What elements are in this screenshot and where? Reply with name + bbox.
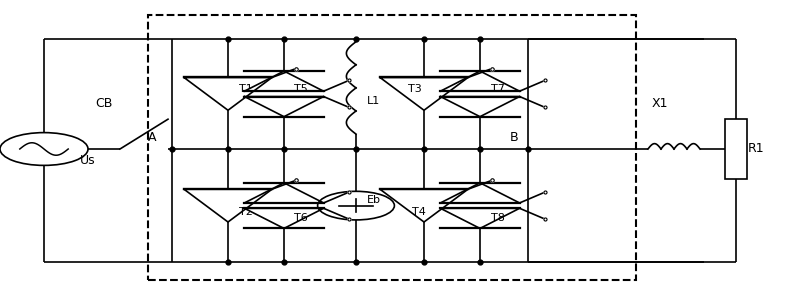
- Polygon shape: [184, 77, 272, 110]
- Polygon shape: [440, 208, 520, 228]
- Polygon shape: [440, 97, 520, 117]
- Text: Eb: Eb: [366, 195, 381, 205]
- Polygon shape: [440, 71, 520, 91]
- Polygon shape: [245, 183, 323, 203]
- Text: A: A: [147, 131, 156, 144]
- Text: CB: CB: [95, 97, 113, 110]
- Polygon shape: [184, 189, 272, 222]
- Text: T6: T6: [294, 212, 307, 223]
- Polygon shape: [440, 183, 520, 203]
- Text: R1: R1: [748, 142, 765, 156]
- Polygon shape: [245, 71, 323, 91]
- Text: L1: L1: [366, 96, 380, 106]
- Text: T3: T3: [408, 84, 422, 94]
- Text: X1: X1: [652, 97, 669, 110]
- Text: Us: Us: [80, 154, 96, 167]
- Polygon shape: [380, 189, 468, 222]
- Text: T8: T8: [491, 212, 505, 223]
- Text: B: B: [510, 131, 518, 144]
- Text: T7: T7: [491, 84, 505, 94]
- Text: T4: T4: [412, 207, 426, 217]
- Bar: [725, 119, 747, 179]
- Text: T2: T2: [239, 207, 253, 217]
- Polygon shape: [245, 97, 323, 117]
- Polygon shape: [245, 208, 323, 228]
- Text: T1: T1: [239, 84, 253, 94]
- Text: T5: T5: [294, 84, 307, 94]
- Polygon shape: [380, 77, 468, 110]
